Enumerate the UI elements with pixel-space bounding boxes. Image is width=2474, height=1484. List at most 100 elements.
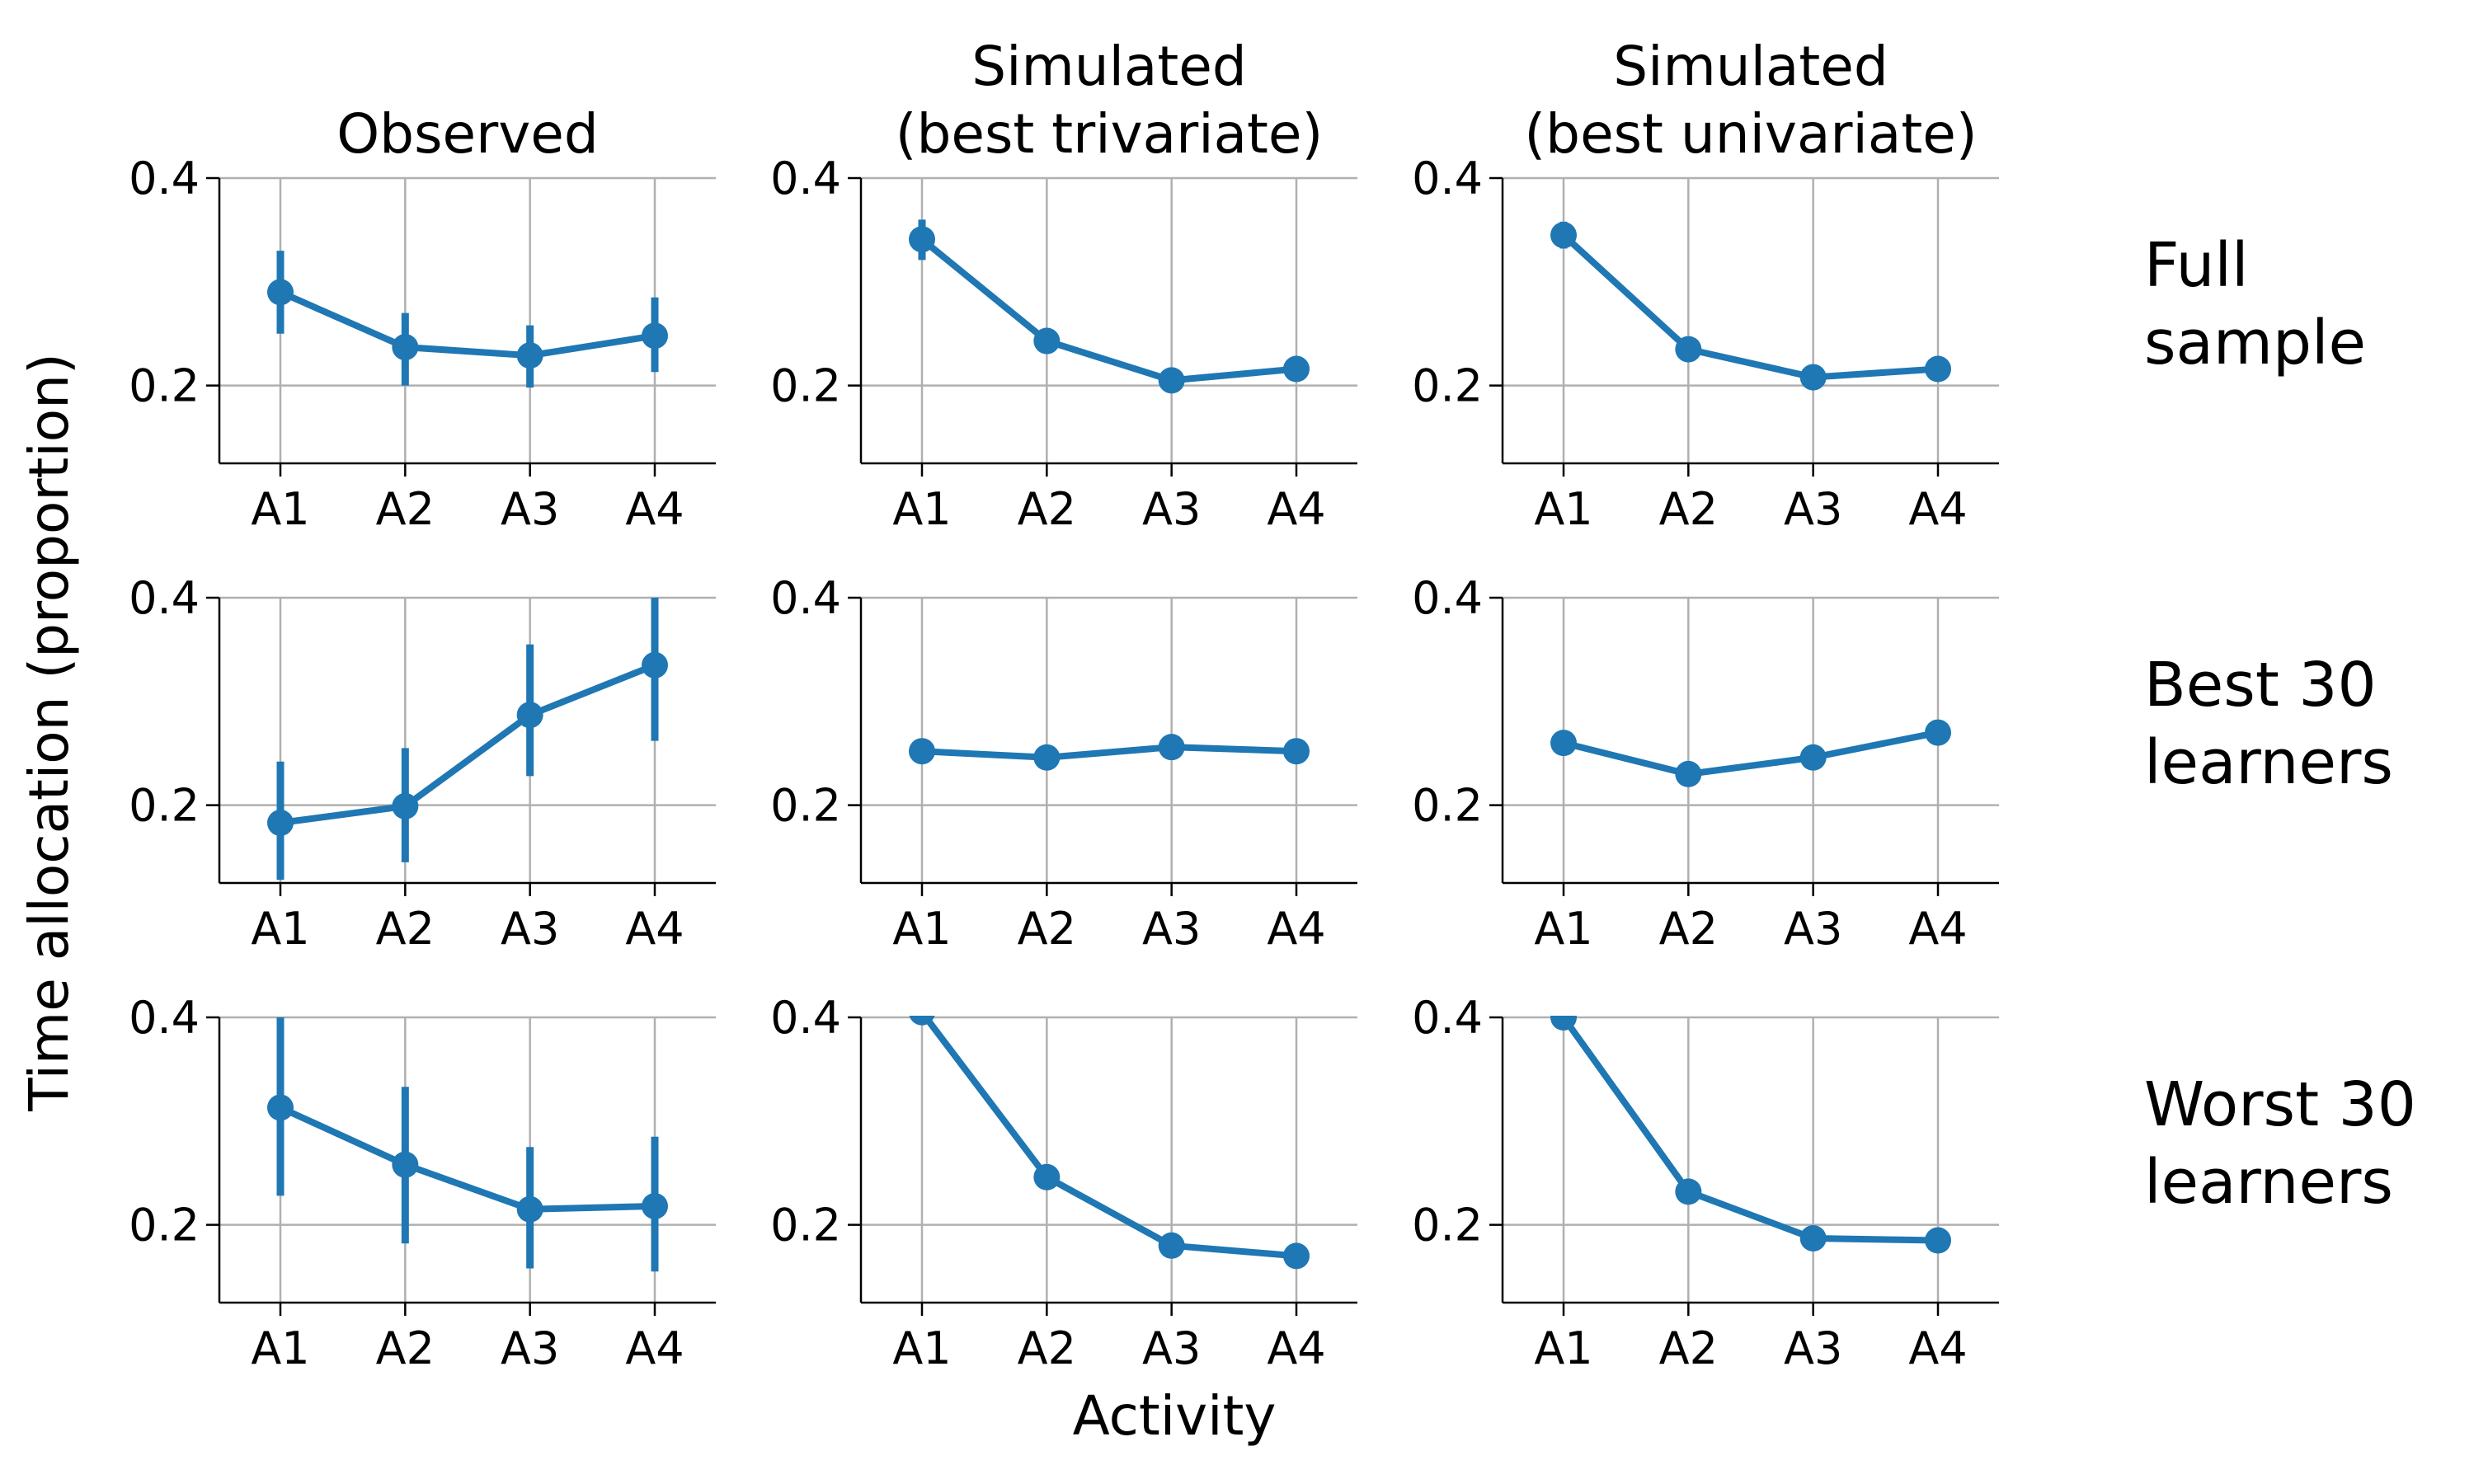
y-tick-label: 0.2: [770, 780, 841, 832]
x-tick-label: A4: [625, 483, 684, 535]
data-layer: [267, 598, 668, 881]
data-point: [267, 279, 294, 306]
x-tick-label: A2: [1659, 1322, 1718, 1374]
data-point: [1799, 1224, 1827, 1252]
row-label: learners: [2144, 1147, 2393, 1218]
x-tick-label: A1: [251, 1322, 309, 1374]
y-tick-label: 0.4: [770, 572, 841, 624]
series-line: [279, 289, 656, 359]
series-line: [920, 237, 1297, 384]
data-point: [642, 322, 668, 350]
x-tick-label: A1: [892, 903, 951, 955]
series-line: [1560, 1016, 1939, 1244]
panel-r0-c1: 0.2 0.4 A1 A2 A3 A4: [770, 153, 1357, 535]
x-tick-label: A3: [501, 903, 559, 955]
panel-r2-c2: 0.2 0.4 A1 A2 A3 A4: [1412, 992, 1999, 1374]
y-tick-label: 0.2: [129, 360, 200, 412]
y-tick-label: 0.2: [1412, 1200, 1483, 1252]
panel-r0-c2: 0.2 0.4 A1 A2 A3 A4: [1412, 153, 1999, 535]
x-tick-label: A3: [501, 1322, 559, 1374]
series-line: [279, 1104, 656, 1213]
y-tick-label: 0.4: [129, 153, 200, 204]
x-tick-label: A3: [1142, 483, 1201, 535]
x-tick-label: A4: [625, 903, 684, 955]
x-axis-label: Activity: [1073, 1384, 1277, 1448]
y-tick-label: 0.4: [129, 572, 200, 624]
data-point: [392, 334, 419, 361]
x-tick-label: A3: [1142, 1322, 1201, 1374]
column-title: Observed: [336, 102, 599, 166]
row-label: Full: [2144, 230, 2249, 301]
data-point: [267, 810, 294, 837]
x-tick-label: A4: [1908, 483, 1967, 535]
data-point: [516, 1195, 543, 1223]
data-point: [1675, 760, 1702, 787]
y-tick-label: 0.4: [129, 992, 200, 1044]
data-point: [1550, 1016, 1577, 1031]
data-point: [1158, 1232, 1185, 1259]
x-tick-label: A1: [892, 483, 951, 535]
x-tick-label: A1: [1534, 1322, 1592, 1374]
data-point: [1675, 336, 1702, 363]
data-point: [1033, 1163, 1061, 1190]
y-tick-label: 0.2: [1412, 780, 1483, 832]
y-tick-label: 0.4: [770, 992, 841, 1044]
x-tick-label: A2: [376, 483, 435, 535]
data-point: [1158, 367, 1185, 394]
series-line: [921, 744, 1297, 761]
x-tick-label: A3: [1142, 903, 1201, 955]
row-label: learners: [2144, 727, 2393, 798]
y-tick-label: 0.2: [770, 360, 841, 412]
data-point: [267, 1094, 294, 1121]
x-tick-label: A1: [892, 1322, 951, 1374]
series-line: [280, 662, 656, 826]
column-title: (best univariate): [1524, 102, 1977, 166]
x-tick-label: A2: [1018, 1322, 1076, 1374]
data-layer: [1550, 719, 1951, 787]
panel-r1-c1: 0.2 0.4 A1 A2 A3 A4: [770, 572, 1357, 955]
data-point: [1283, 355, 1310, 383]
data-point: [1158, 734, 1185, 761]
data-point: [392, 1151, 419, 1178]
data-layer: [1550, 221, 1951, 391]
x-tick-label: A1: [1534, 903, 1592, 955]
data-point: [909, 1016, 935, 1026]
data-point: [1550, 222, 1577, 249]
x-tick-label: A3: [1784, 1322, 1842, 1374]
data-point: [1033, 744, 1061, 771]
data-point: [1033, 327, 1061, 355]
x-tick-label: A1: [251, 483, 309, 535]
data-layer: [267, 251, 668, 388]
data-point: [1283, 738, 1310, 765]
x-tick-label: A3: [1784, 903, 1842, 955]
y-tick-label: 0.4: [1412, 153, 1483, 204]
data-point: [1925, 719, 1951, 746]
x-tick-label: A2: [1018, 483, 1076, 535]
data-point: [1283, 1242, 1310, 1270]
data-point: [1925, 1227, 1951, 1254]
series-line: [1561, 232, 1939, 381]
data-layer: [909, 219, 1310, 394]
data-point: [909, 226, 935, 253]
y-tick-label: 0.2: [1412, 360, 1483, 412]
data-point: [392, 792, 419, 819]
panel-r0-c0: 0.2 0.4 A1 A2 A3 A4: [129, 153, 716, 535]
data-point: [1675, 1178, 1702, 1205]
data-layer: [909, 734, 1310, 771]
column-title: Simulated: [971, 35, 1247, 98]
y-tick-label: 0.2: [129, 1200, 200, 1252]
y-tick-label: 0.4: [770, 153, 841, 204]
panel-r1-c0: 0.2 0.4 A1 A2 A3 A4: [129, 572, 716, 955]
x-tick-label: A1: [1534, 483, 1592, 535]
row-label: Worst 30: [2144, 1069, 2416, 1140]
x-tick-label: A4: [625, 1322, 684, 1374]
data-point: [1799, 364, 1827, 391]
x-tick-label: A4: [1908, 903, 1967, 955]
panel-r2-c1: 0.2 0.4 A1 A2 A3 A4: [770, 992, 1357, 1374]
data-point: [516, 702, 543, 729]
row-label: sample: [2144, 308, 2366, 378]
x-tick-label: A1: [251, 903, 309, 955]
y-tick-label: 0.4: [1412, 992, 1483, 1044]
